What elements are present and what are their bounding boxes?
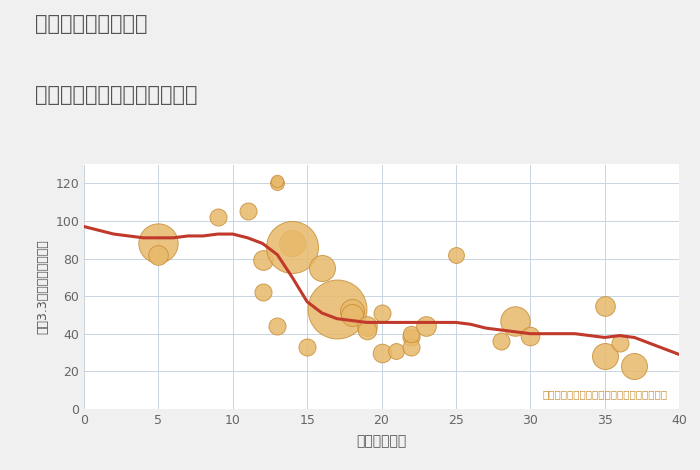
Point — [153, 251, 164, 258]
Point — [257, 289, 268, 296]
Point — [316, 264, 328, 272]
Point — [346, 311, 357, 319]
Point — [212, 213, 223, 221]
Point — [361, 326, 372, 334]
Point — [406, 330, 417, 337]
Point — [331, 306, 342, 313]
Point — [599, 302, 610, 309]
Point — [450, 251, 461, 258]
Text: 奈良県橿原市白橿町: 奈良県橿原市白橿町 — [35, 14, 148, 34]
Point — [406, 343, 417, 351]
Point — [302, 343, 313, 351]
Text: 円の大きさは、取引のあった物件面積を示す: 円の大きさは、取引のあった物件面積を示す — [542, 389, 667, 399]
Point — [361, 322, 372, 330]
Point — [391, 347, 402, 354]
Point — [510, 317, 521, 324]
Point — [257, 257, 268, 264]
Point — [272, 322, 283, 330]
Point — [346, 307, 357, 315]
Point — [614, 339, 625, 347]
Point — [629, 362, 640, 369]
Point — [287, 240, 298, 247]
Point — [599, 352, 610, 360]
Point — [153, 240, 164, 247]
Point — [242, 208, 253, 215]
Point — [287, 243, 298, 251]
Point — [406, 334, 417, 341]
Point — [272, 178, 283, 185]
Y-axis label: 坪（3.3㎡）単価（万円）: 坪（3.3㎡）単価（万円） — [36, 239, 50, 334]
Point — [376, 309, 387, 317]
Point — [495, 337, 506, 345]
Point — [272, 180, 283, 187]
Point — [525, 332, 536, 339]
X-axis label: 築年数（年）: 築年数（年） — [356, 434, 407, 448]
Text: 築年数別中古マンション価格: 築年数別中古マンション価格 — [35, 85, 197, 105]
Point — [421, 322, 432, 330]
Point — [376, 349, 387, 356]
